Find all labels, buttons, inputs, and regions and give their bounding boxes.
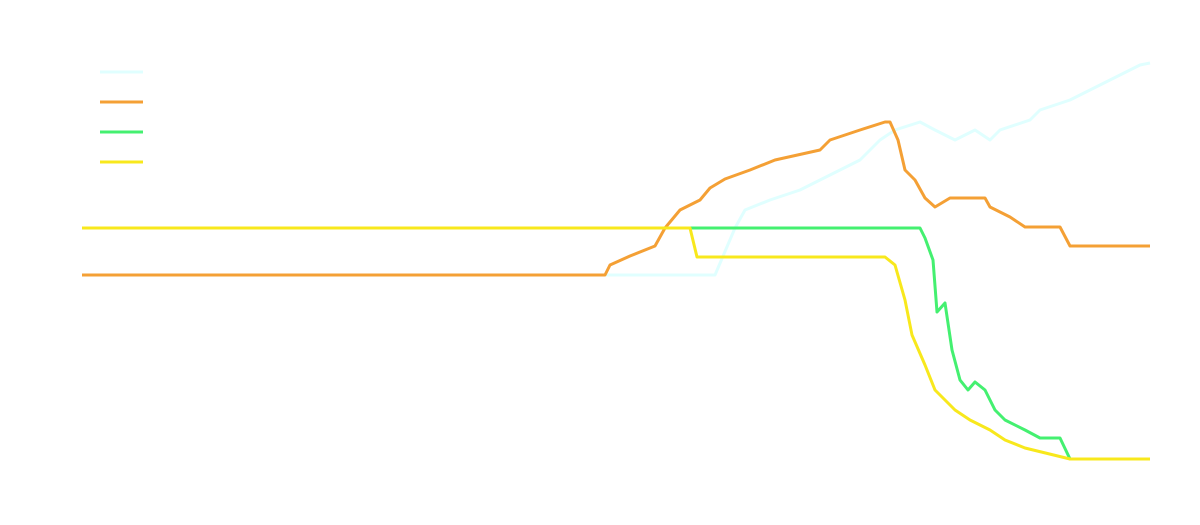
series-line <box>82 120 1150 277</box>
series-line <box>82 226 1150 461</box>
series-line <box>82 61 1151 277</box>
series-line <box>82 226 1150 461</box>
